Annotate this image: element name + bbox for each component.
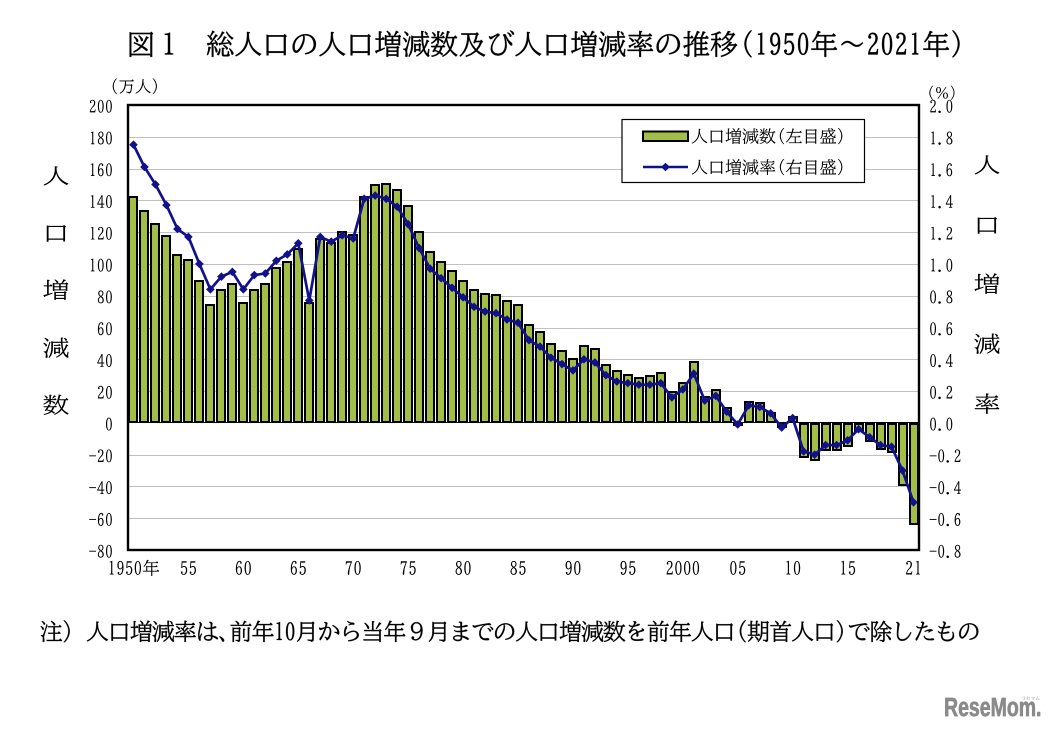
svg-text:ReseMom.: ReseMom. bbox=[944, 692, 1041, 721]
